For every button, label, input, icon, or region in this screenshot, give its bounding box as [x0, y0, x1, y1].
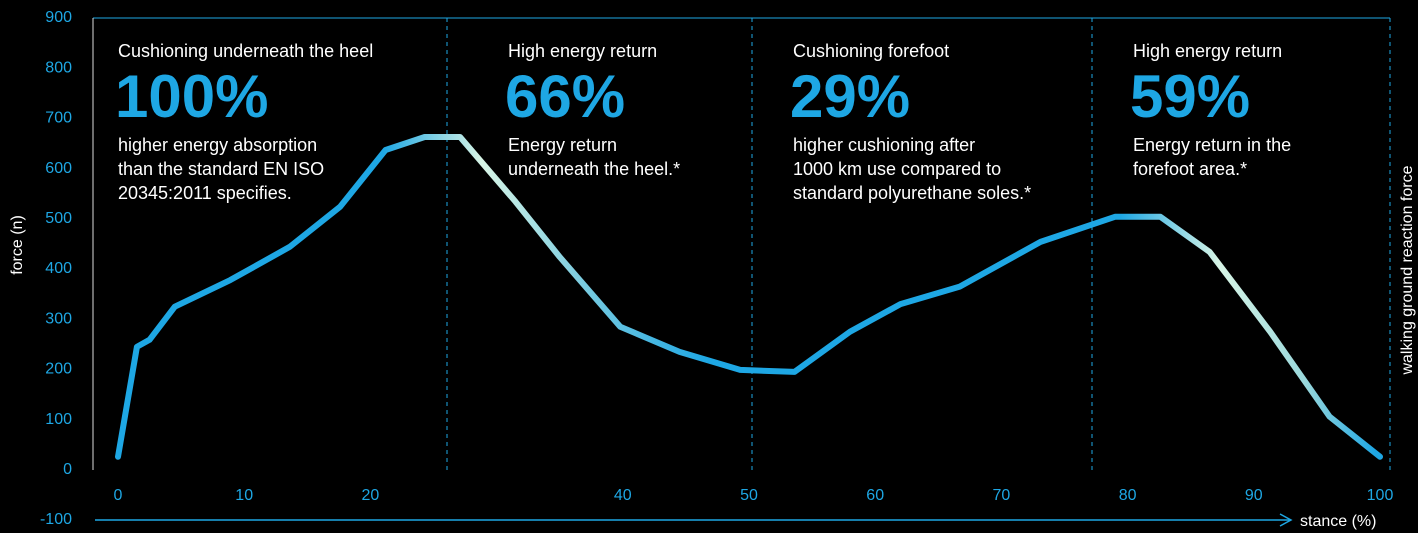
- y-axis-label: force (n): [9, 215, 26, 275]
- x-tick-label: 0: [114, 487, 123, 504]
- x-tick-label: 90: [1245, 487, 1263, 504]
- x-tick-label: 50: [740, 487, 758, 504]
- panel-text: higher cushioning after: [793, 135, 975, 155]
- panel-heading: High energy return: [508, 41, 657, 61]
- x-tick-label: 40: [614, 487, 632, 504]
- y-tick-label: 600: [45, 160, 72, 177]
- panel-figure: 59%: [1130, 63, 1250, 130]
- dividers: [446, 18, 1391, 470]
- panel-text: Energy return in the: [1133, 135, 1291, 155]
- y-tick-label: 900: [45, 9, 72, 26]
- force-line: [115, 133, 1383, 460]
- x-tick-label: 80: [1119, 487, 1137, 504]
- panel-text: 20345:2011 specifies.: [118, 183, 292, 203]
- y-tick-label: 500: [45, 210, 72, 227]
- y-tick-label: 200: [45, 361, 72, 378]
- panel-text: Energy return: [508, 135, 617, 155]
- panel-figure: 29%: [790, 63, 910, 130]
- y-tick-label: 400: [45, 260, 72, 277]
- x-tick-label: 20: [362, 487, 380, 504]
- y-tick-label: -100: [40, 511, 72, 528]
- x-axis-arrow: [1279, 513, 1293, 527]
- y-tick-label: 100: [45, 411, 72, 428]
- panel-text: higher energy absorption: [118, 135, 317, 155]
- y-tick-label: 800: [45, 59, 72, 76]
- x-tick-label: 10: [235, 487, 253, 504]
- x-tick-label: 60: [866, 487, 884, 504]
- panel-text: standard polyurethane soles.*: [793, 183, 1031, 203]
- x-tick-label: 70: [993, 487, 1011, 504]
- y-tick-label: 300: [45, 310, 72, 327]
- panel-heading: Cushioning forefoot: [793, 41, 949, 61]
- side-label: walking ground reaction force: [1399, 165, 1416, 375]
- panel-figure: 100%: [115, 63, 268, 130]
- y-tick-label: 700: [45, 110, 72, 127]
- x-axis-label: stance (%): [1300, 513, 1376, 530]
- y-tick-label: 0: [63, 461, 72, 478]
- panel-heading: High energy return: [1133, 41, 1282, 61]
- panel-figure: 66%: [505, 63, 625, 130]
- panel-heading: Cushioning underneath the heel: [118, 41, 373, 61]
- panel-text: underneath the heel.*: [508, 159, 680, 179]
- x-tick-label: 100: [1367, 487, 1394, 504]
- panel-text: forefoot area.*: [1133, 159, 1247, 179]
- panel-text: than the standard EN ISO: [118, 159, 324, 179]
- panel-text: 1000 km use compared to: [793, 159, 1001, 179]
